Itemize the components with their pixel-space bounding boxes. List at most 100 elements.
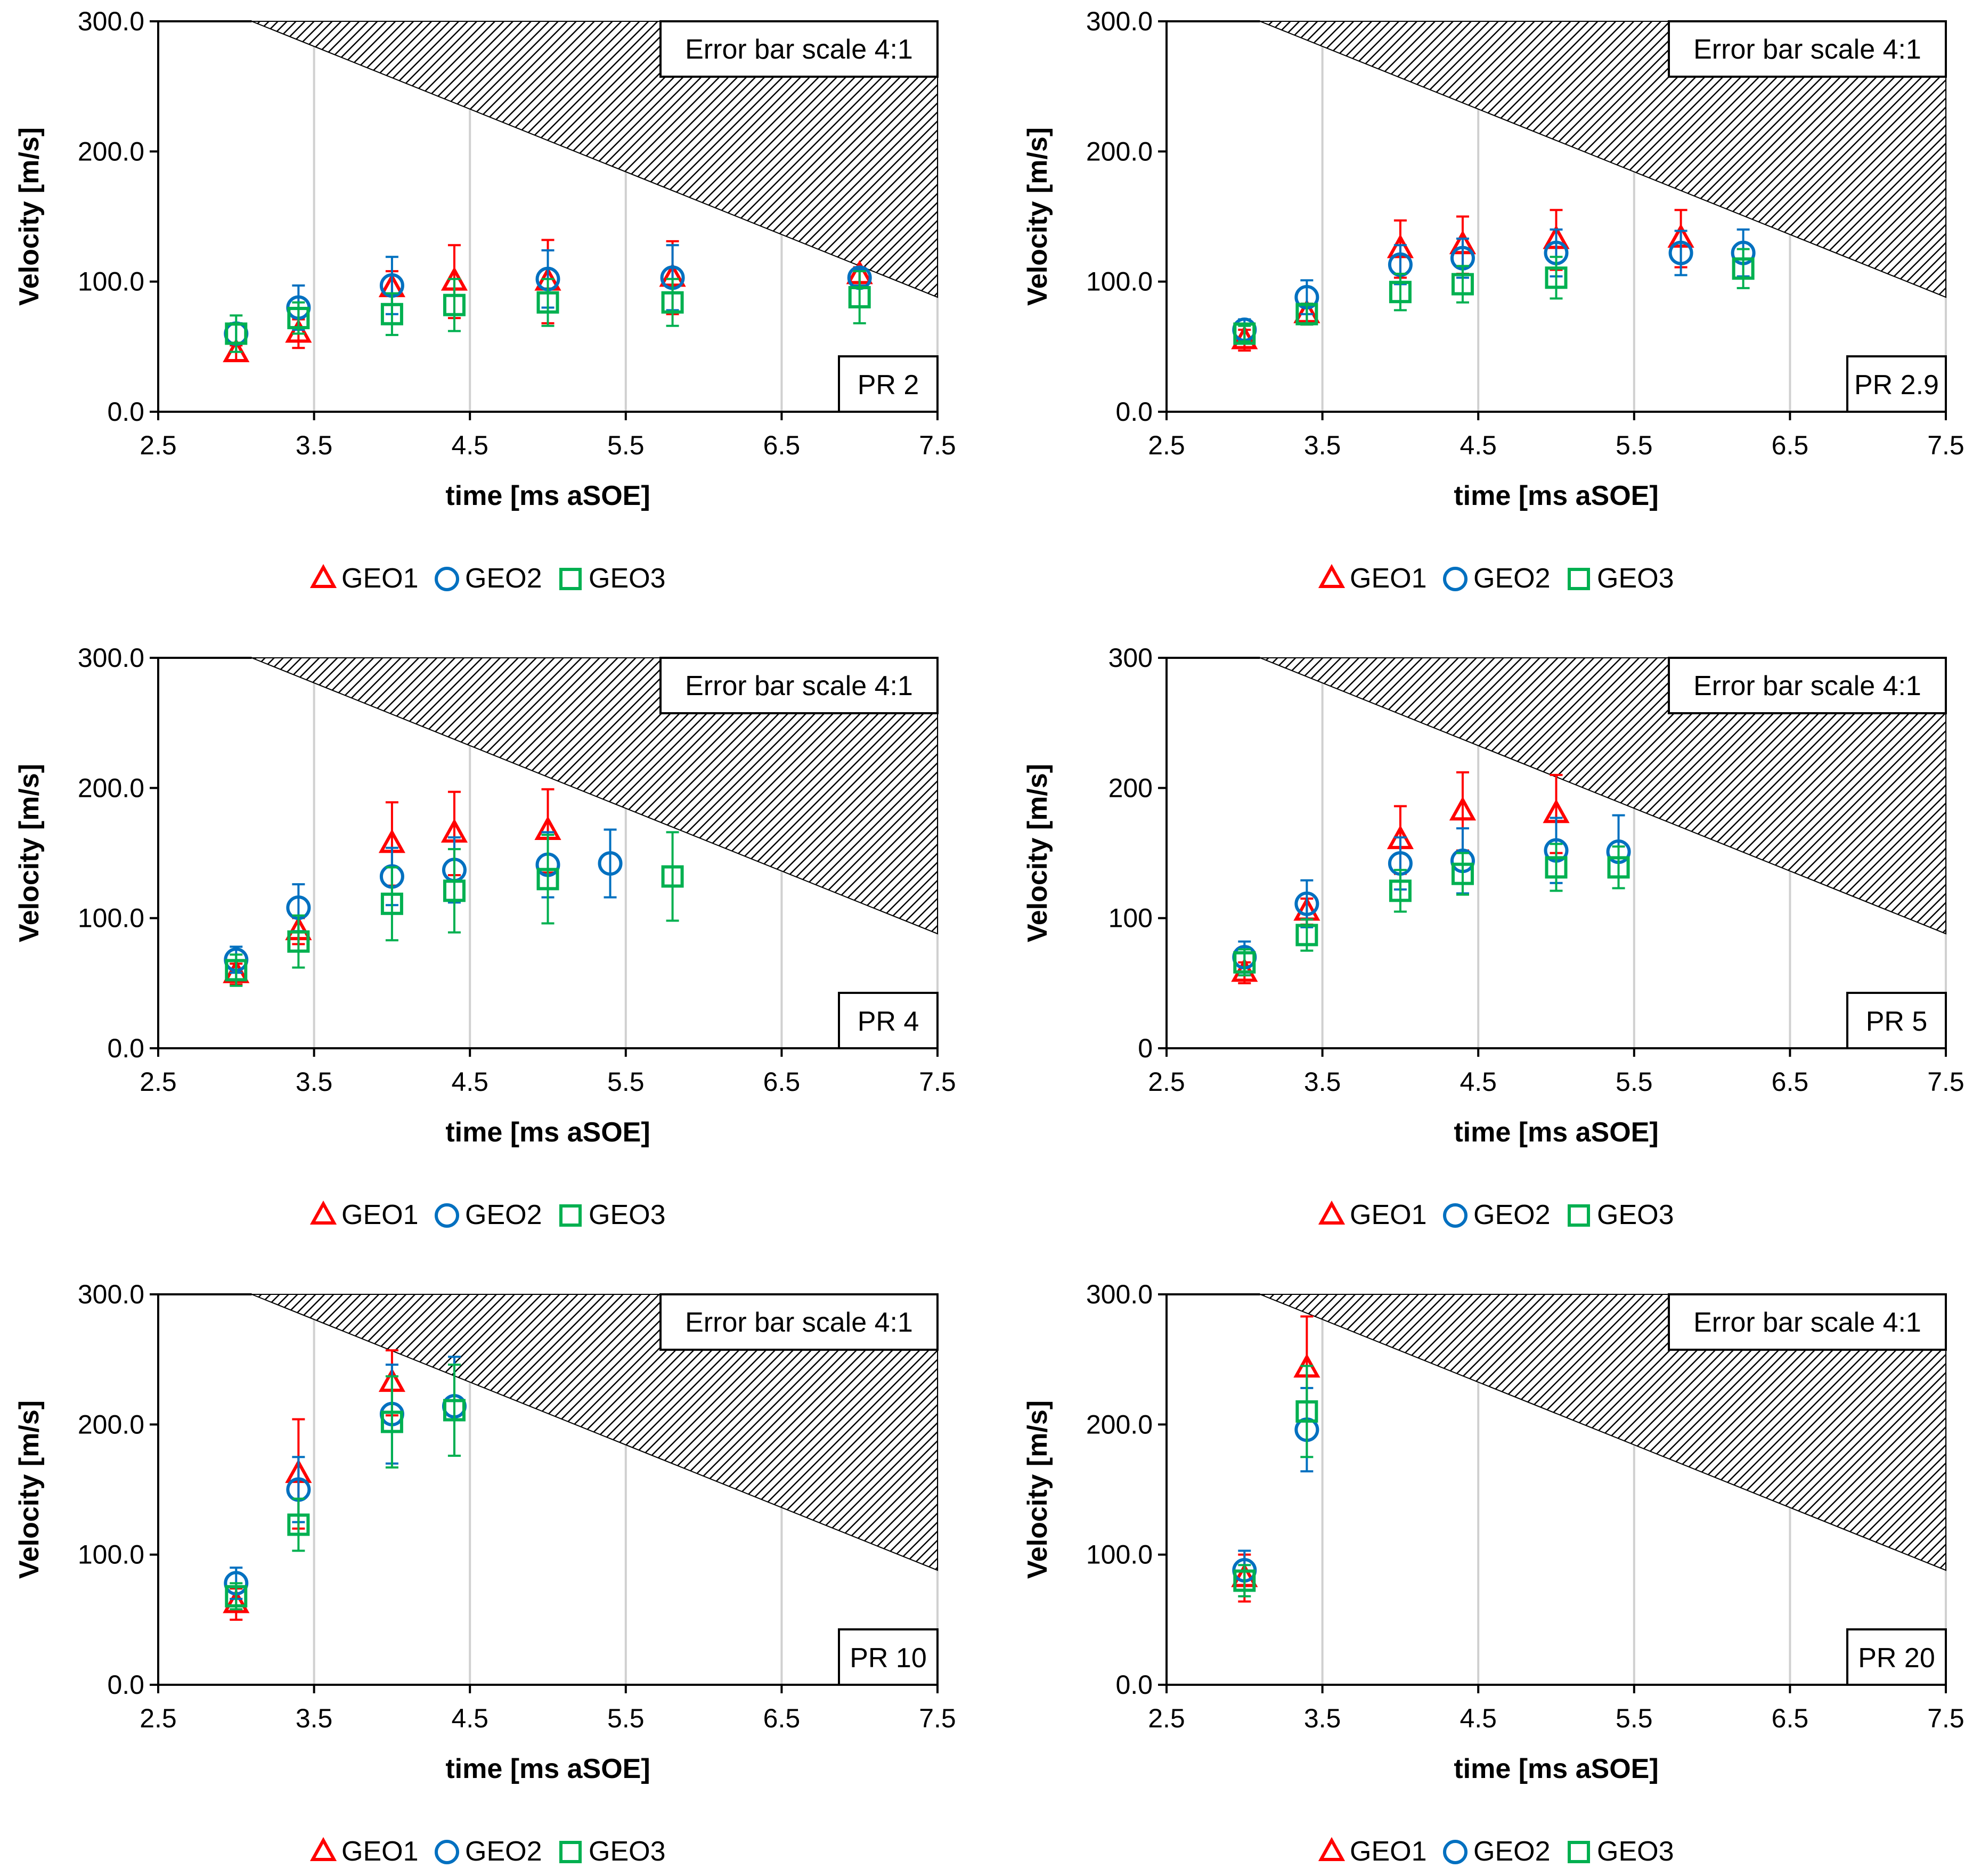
x-tick-label: 7.5 (919, 430, 956, 460)
hatched-region (251, 1294, 938, 1571)
x-tick-label: 4.5 (1460, 430, 1497, 460)
legend-label: GEO3 (589, 1200, 666, 1230)
data-point-geo3 (661, 291, 684, 314)
y-tick-label: 100 (1108, 903, 1153, 933)
y-axis-title: Velocity [m/s] (1022, 764, 1053, 942)
legend-label: GEO1 (341, 1836, 419, 1867)
legend-marker-geo3 (1568, 1841, 1590, 1863)
data-point-geo1 (285, 319, 312, 343)
series-geo3 (1233, 843, 1630, 977)
y-tick-label: 0.0 (1115, 1670, 1153, 1700)
data-point-geo3 (287, 307, 310, 330)
annotation-text: Error bar scale 4:1 (685, 1307, 913, 1338)
hatched-region (1260, 21, 1946, 298)
panel-label: PR 5 (1866, 1006, 1928, 1037)
data-point-geo3 (1545, 266, 1568, 289)
data-point-geo3 (380, 1410, 403, 1433)
panel-label: PR 20 (1858, 1643, 1935, 1674)
x-tick-label: 5.5 (607, 1703, 645, 1733)
x-axis-title: time [ms aSOE] (445, 1753, 650, 1784)
legend-label: GEO1 (1350, 563, 1427, 594)
chart-panel-6: 2.5 3.5 4.5 5.5 6.5 7.5 0.0 100.0 200.0 300.0 time… (1022, 1279, 1964, 1867)
y-tick-label: 0.0 (1115, 397, 1153, 427)
panel-label-box (838, 992, 939, 1049)
legend-marker-geo1 (309, 1200, 337, 1225)
legend-marker-geo3 (559, 1204, 582, 1227)
panel-label-box (838, 355, 939, 413)
panel-label: PR 2 (858, 370, 919, 401)
data-point-geo3 (1389, 879, 1412, 902)
annotation-box (1668, 657, 1947, 714)
x-tick-label: 6.5 (1772, 430, 1809, 460)
x-tick-label: 5.5 (607, 430, 645, 460)
y-axis-title: Velocity [m/s] (14, 1400, 45, 1579)
annotation-text: Error bar scale 4:1 (685, 671, 913, 702)
panel-label-box (1846, 992, 1947, 1049)
hatched-region (1260, 1294, 1946, 1571)
y-tick-label: 200.0 (78, 136, 144, 166)
data-point-geo3 (1545, 856, 1568, 879)
legend: GEO1 GEO2 GEO3 (309, 1836, 666, 1867)
x-axis-title: time [ms aSOE] (445, 1117, 650, 1148)
chart-panel-4: 2.5 3.5 4.5 5.5 6.5 7.5 0 100 200 300 time [ms aSO… (1022, 643, 1964, 1230)
legend-marker-geo2 (1443, 567, 1468, 591)
y-tick-label: 300.0 (1086, 1279, 1153, 1309)
data-point-geo3 (661, 865, 684, 888)
x-tick-label: 2.5 (1148, 1067, 1185, 1097)
legend: GEO1 GEO2 GEO3 (1318, 563, 1674, 594)
data-point-geo2 (598, 851, 623, 876)
x-axis-title: time [ms aSOE] (445, 480, 650, 511)
data-point-geo3 (1732, 257, 1755, 280)
series-geo3 (225, 831, 684, 987)
data-point-geo3 (443, 293, 466, 316)
data-point-geo3 (536, 868, 559, 891)
chart-panel-2: 2.5 3.5 4.5 5.5 6.5 7.5 0.0 100.0 200.0 300.0 time… (1022, 6, 1964, 594)
data-point-geo1 (223, 1589, 250, 1613)
y-tick-label: 100.0 (78, 267, 144, 297)
data-point-geo3 (1607, 856, 1630, 879)
x-tick-label: 7.5 (1927, 1703, 1964, 1733)
panel-label-box (1846, 1628, 1947, 1686)
x-tick-label: 7.5 (919, 1703, 956, 1733)
legend-marker-geo3 (559, 568, 582, 590)
series-geo2 (1232, 1386, 1319, 1591)
chart-panel-5: 2.5 3.5 4.5 5.5 6.5 7.5 0.0 100.0 200.0 300.0 time… (14, 1279, 956, 1867)
legend-label: GEO3 (1597, 1200, 1674, 1230)
data-point-geo3 (287, 930, 310, 953)
series-geo3 (1233, 1365, 1318, 1597)
panel-label: PR 10 (850, 1643, 927, 1674)
annotation-text: Error bar scale 4:1 (1693, 671, 1921, 702)
y-axis-title: Velocity [m/s] (14, 764, 45, 942)
data-point-geo3 (225, 1585, 248, 1608)
legend-label: GEO2 (1473, 1836, 1551, 1867)
y-tick-label: 0.0 (107, 397, 144, 427)
legend-label: GEO1 (1350, 1836, 1427, 1867)
data-point-geo3 (1233, 322, 1256, 345)
legend-label: GEO1 (341, 1200, 419, 1230)
legend-label: GEO2 (465, 1836, 542, 1867)
x-tick-label: 7.5 (1927, 430, 1964, 460)
data-point-geo3 (380, 892, 403, 915)
x-axis-title: time [ms aSOE] (1454, 1753, 1658, 1784)
data-point-geo3 (1295, 924, 1318, 947)
x-tick-label: 3.5 (1304, 1703, 1341, 1733)
legend-marker-geo1 (309, 564, 337, 588)
hatched-region (251, 657, 938, 935)
panel-label-box (838, 1628, 939, 1686)
x-tick-label: 2.5 (1148, 1703, 1185, 1733)
annotation-text: Error bar scale 4:1 (1693, 34, 1921, 65)
chart-panel-3: 2.5 3.5 4.5 5.5 6.5 7.5 0.0 100.0 200.0 300.0 time… (14, 643, 956, 1230)
data-point-geo3 (536, 291, 559, 314)
legend-marker-geo3 (1568, 568, 1590, 590)
x-tick-label: 2.5 (1148, 430, 1185, 460)
legend-label: GEO1 (341, 563, 419, 594)
y-tick-label: 300 (1108, 643, 1153, 673)
legend-marker-geo1 (309, 1837, 337, 1861)
legend-marker-geo2 (1443, 1203, 1468, 1228)
y-axis-title: Velocity [m/s] (1022, 1400, 1053, 1579)
annotation-box (659, 1293, 939, 1351)
x-tick-label: 7.5 (919, 1067, 956, 1097)
annotation-text: Error bar scale 4:1 (1693, 1307, 1921, 1338)
x-tick-label: 6.5 (1772, 1067, 1809, 1097)
